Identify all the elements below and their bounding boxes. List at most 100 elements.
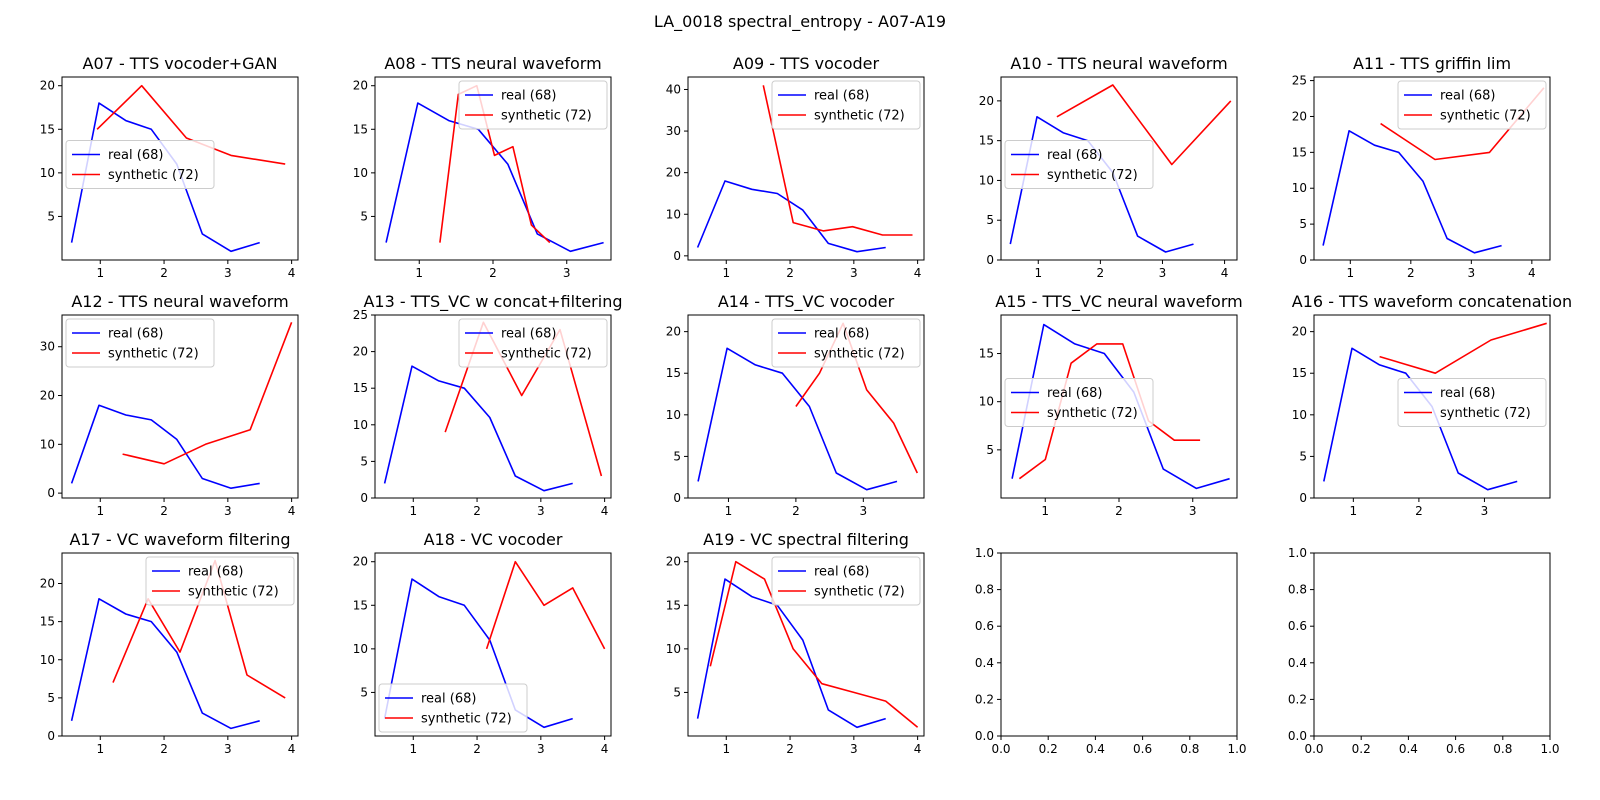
y-tick-label: 20 bbox=[40, 577, 55, 591]
real-series-line bbox=[696, 578, 886, 729]
x-tick-label: 2 bbox=[1097, 266, 1105, 280]
x-tick-label: 1 bbox=[725, 504, 733, 518]
x-tick-label: 2 bbox=[786, 742, 794, 756]
x-tick-label: 2 bbox=[1115, 504, 1123, 518]
y-tick-label: 5 bbox=[360, 685, 368, 699]
y-tick-label: 15 bbox=[40, 122, 55, 136]
x-tick-label: 1 bbox=[409, 504, 417, 518]
x-tick-label: 0.4 bbox=[1086, 742, 1105, 756]
x-tick-label: 1.0 bbox=[1227, 742, 1246, 756]
legend-box bbox=[771, 80, 921, 130]
x-tick-label: 0.8 bbox=[1493, 742, 1512, 756]
y-tick-label: 10 bbox=[666, 207, 681, 221]
x-tick-label: 1 bbox=[1034, 266, 1042, 280]
subplot-title: A10 - TTS neural waveform bbox=[1010, 54, 1227, 73]
x-tick-label: 1 bbox=[96, 504, 104, 518]
x-tick-label: 1 bbox=[1346, 266, 1354, 280]
y-tick-label: 15 bbox=[979, 134, 994, 148]
y-tick-label: 0 bbox=[360, 491, 368, 505]
plot-frame bbox=[61, 314, 299, 499]
y-tick-label: 5 bbox=[986, 213, 994, 227]
synthetic-series-line bbox=[1056, 84, 1232, 166]
y-tick-label: 10 bbox=[353, 642, 368, 656]
x-tick-label: 1 bbox=[96, 742, 104, 756]
subplot-title: A18 - VC vocoder bbox=[424, 530, 563, 549]
y-tick-label: 0.2 bbox=[975, 692, 994, 706]
x-tick-label: 2 bbox=[473, 742, 481, 756]
y-tick-label: 20 bbox=[666, 325, 681, 339]
y-tick-label: 0 bbox=[47, 486, 55, 500]
subplot-title: A13 - TTS_VC w concat+filtering bbox=[363, 292, 622, 312]
y-tick-label: 5 bbox=[673, 685, 681, 699]
legend: real (68) synthetic (72) bbox=[771, 80, 921, 130]
plot-frame bbox=[374, 552, 612, 737]
subplot-8: A14 - TTS_VC vocoder 1 2 3 0 5 10 15 20 real (68)… bbox=[666, 292, 925, 518]
legend-synthetic-label: synthetic (72) bbox=[1440, 109, 1531, 124]
subplot-5: A11 - TTS griffin lim 1 2 3 4 0 5 10 15 20 25 real … bbox=[1292, 54, 1551, 280]
y-tick-label: 0 bbox=[1299, 253, 1307, 267]
y-tick-label: 10 bbox=[353, 166, 368, 180]
legend-synthetic-label: synthetic (72) bbox=[1047, 168, 1138, 183]
x-tick-label: 4 bbox=[914, 266, 922, 280]
y-tick-label: 0.6 bbox=[1288, 619, 1307, 633]
legend-real-label: real (68) bbox=[1047, 148, 1102, 163]
subplot-title: A11 - TTS griffin lim bbox=[1353, 54, 1511, 73]
legend-real-label: real (68) bbox=[1047, 386, 1102, 401]
y-tick-label: 10 bbox=[666, 642, 681, 656]
subplot-title: A16 - TTS waveform concatenation bbox=[1292, 292, 1572, 311]
legend: real (68) synthetic (72) bbox=[1397, 378, 1547, 427]
x-tick-label: 2 bbox=[1415, 504, 1423, 518]
y-tick-label: 15 bbox=[666, 598, 681, 612]
synthetic-series-line bbox=[709, 560, 919, 728]
legend: real (68) synthetic (72) bbox=[771, 556, 921, 606]
y-tick-label: 0.2 bbox=[1288, 692, 1307, 706]
legend: real (68) synthetic (72) bbox=[458, 80, 608, 130]
legend-real-label: real (68) bbox=[814, 327, 869, 342]
x-tick-label: 3 bbox=[537, 504, 545, 518]
y-tick-label: 15 bbox=[1292, 366, 1307, 380]
y-tick-label: 20 bbox=[353, 345, 368, 359]
x-tick-label: 2 bbox=[786, 266, 794, 280]
legend-synthetic-label: synthetic (72) bbox=[1047, 406, 1138, 421]
plot-frame bbox=[1313, 76, 1551, 261]
y-tick-label: 0.0 bbox=[1288, 729, 1307, 743]
real-series-line bbox=[70, 404, 260, 490]
legend-box bbox=[65, 318, 215, 368]
legend-real-label: real (68) bbox=[421, 692, 476, 707]
y-tick-label: 5 bbox=[47, 691, 55, 705]
subplot-10: A16 - TTS waveform concatenation 1 2 3 0 5 10 1… bbox=[1292, 292, 1572, 518]
legend-synthetic-label: synthetic (72) bbox=[1440, 406, 1531, 421]
plot-frame bbox=[687, 552, 925, 737]
real-series-line bbox=[70, 597, 260, 730]
y-tick-label: 15 bbox=[353, 598, 368, 612]
x-tick-label: 2 bbox=[489, 266, 497, 280]
legend-box bbox=[771, 556, 921, 606]
x-tick-label: 1 bbox=[415, 266, 423, 280]
y-tick-label: 10 bbox=[979, 173, 994, 187]
legend-box bbox=[145, 556, 295, 606]
real-series-line bbox=[697, 347, 898, 491]
y-tick-label: 20 bbox=[666, 166, 681, 180]
x-tick-label: 1 bbox=[409, 742, 417, 756]
x-tick-label: 3 bbox=[1189, 504, 1197, 518]
y-tick-label: 0 bbox=[47, 729, 55, 743]
synthetic-series-line bbox=[1018, 343, 1201, 480]
x-tick-label: 3 bbox=[563, 266, 571, 280]
legend-synthetic-label: synthetic (72) bbox=[108, 168, 199, 183]
legend-synthetic-label: synthetic (72) bbox=[501, 347, 592, 362]
x-tick-label: 3 bbox=[1468, 266, 1476, 280]
subplot-2: A08 - TTS neural waveform 1 2 3 5 10 15 20 real … bbox=[353, 54, 612, 280]
subplot-title: A07 - TTS vocoder+GAN bbox=[83, 54, 278, 73]
subplot-6: A12 - TTS neural waveform 1 2 3 4 0 10 20 30 real… bbox=[40, 292, 299, 518]
y-tick-label: 25 bbox=[353, 308, 368, 322]
y-tick-label: 5 bbox=[986, 443, 994, 457]
legend-real-label: real (68) bbox=[108, 327, 163, 342]
synthetic-series-line bbox=[762, 85, 913, 236]
y-tick-label: 0 bbox=[673, 249, 681, 263]
y-tick-label: 20 bbox=[1292, 109, 1307, 123]
y-tick-label: 10 bbox=[40, 166, 55, 180]
x-tick-label: 0.2 bbox=[1352, 742, 1371, 756]
legend-box bbox=[1004, 140, 1154, 189]
x-tick-label: 2 bbox=[160, 742, 168, 756]
subplot-13: A19 - VC spectral filtering 1 2 3 4 5 10 15 20 re… bbox=[666, 530, 925, 756]
